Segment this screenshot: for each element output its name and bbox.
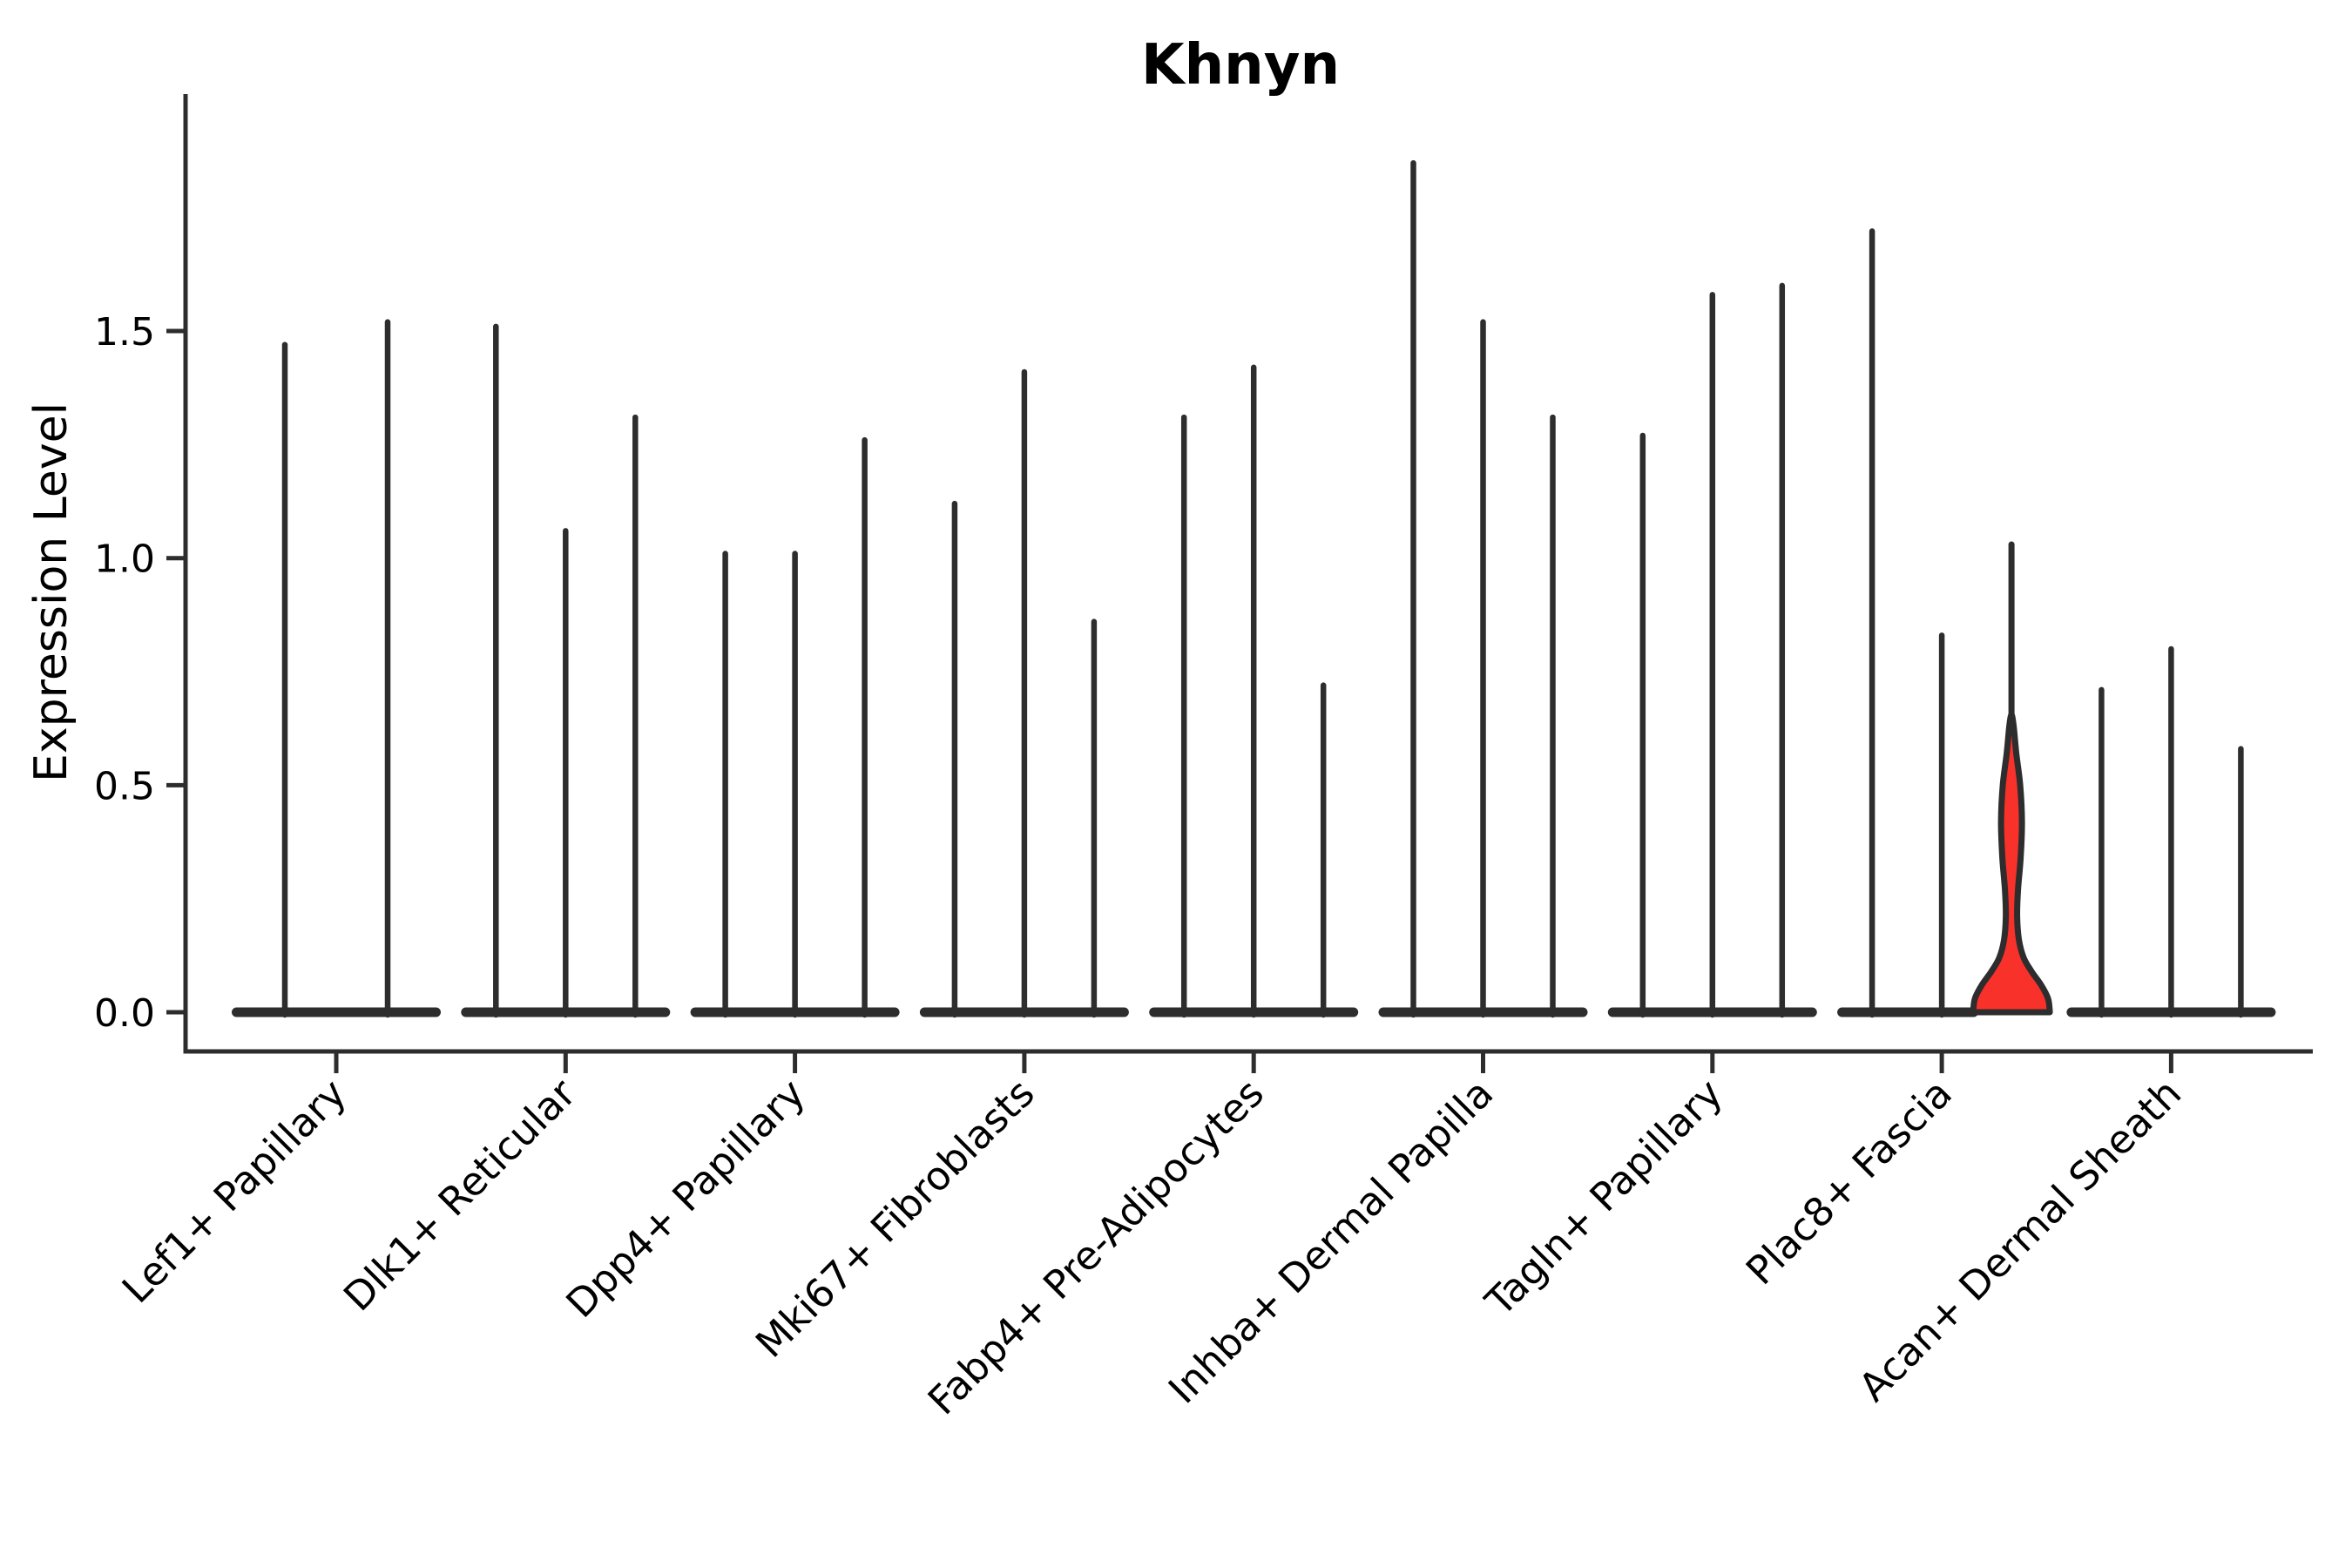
highlight-violin-body xyxy=(1970,712,2053,1016)
y-tick-label: 1.5 xyxy=(94,310,155,355)
y-tick-label: 0.0 xyxy=(94,991,155,1036)
x-category-label: Dpp4+ Papillary xyxy=(558,1070,814,1327)
chart-title: Khnyn xyxy=(1141,33,1340,98)
violin-base xyxy=(232,1007,441,1017)
y-tick-label: 0.5 xyxy=(94,764,155,808)
y-tick-label: 1.0 xyxy=(94,537,155,582)
violin-base xyxy=(1837,1007,1979,1017)
x-category-label: Lef1+ Papillary xyxy=(113,1070,355,1312)
x-category-label: Dlk1+ Reticular xyxy=(335,1070,585,1320)
y-axis-title: Expression Level xyxy=(25,402,78,782)
x-category-label: Tagln+ Papillary xyxy=(1476,1070,1731,1325)
x-category-label: Plac8+ Fascia xyxy=(1737,1070,1961,1294)
